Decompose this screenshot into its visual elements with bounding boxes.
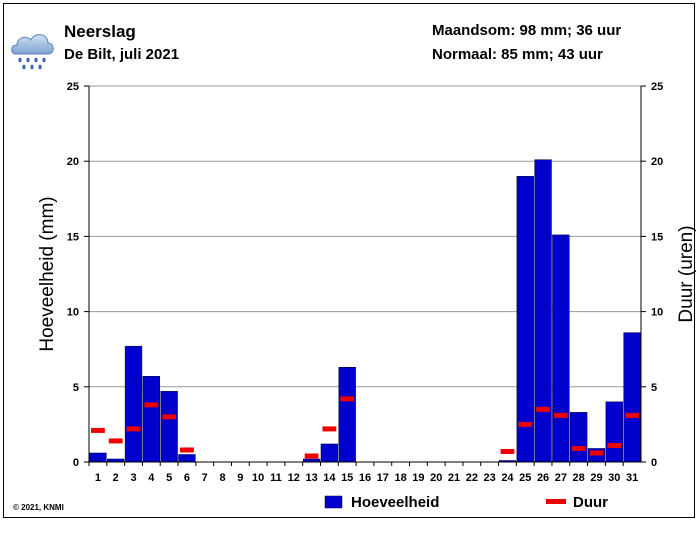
x-tick-label: 25 <box>519 472 531 484</box>
x-tick-label: 18 <box>394 472 406 484</box>
duration-marker <box>180 447 194 453</box>
legend-bar-swatch <box>324 495 343 509</box>
bar <box>552 234 570 463</box>
copyright-text: © 2021, KNMI <box>13 503 64 512</box>
chart-frame <box>3 3 695 518</box>
x-tick-label: 10 <box>252 472 264 484</box>
duration-marker <box>340 396 355 402</box>
chart-subtitle: De Bilt, juli 2021 <box>64 46 180 63</box>
duration-marker <box>536 406 550 412</box>
duration-marker <box>518 421 533 427</box>
x-tick-label: 22 <box>466 472 478 484</box>
legend-label-duur: Duur <box>573 494 608 511</box>
bar <box>178 454 196 463</box>
duration-marker <box>322 426 337 432</box>
x-tick-label: 24 <box>501 472 514 484</box>
bar <box>605 401 623 463</box>
x-tick-label: 4 <box>148 472 155 484</box>
x-tick-label: 21 <box>448 472 460 484</box>
x-tick-label: 8 <box>219 472 225 484</box>
bar <box>142 376 160 463</box>
x-tick-label: 11 <box>270 472 282 484</box>
y-tick-label: 10 <box>67 307 79 319</box>
chart-title: Neerslag <box>64 22 136 41</box>
x-tick-label: 3 <box>130 472 136 484</box>
x-tick-label: 13 <box>305 472 317 484</box>
duration-marker <box>625 412 639 418</box>
y2-axis-label: Duur (uren) <box>676 225 697 322</box>
x-tick-label: 17 <box>377 472 389 484</box>
bar <box>623 332 641 463</box>
bar <box>89 452 107 463</box>
x-tick-label: 27 <box>555 472 567 484</box>
x-tick-label: 31 <box>626 472 638 484</box>
x-tick-label: 14 <box>323 472 336 484</box>
duration-marker <box>589 450 604 456</box>
legend-label-hoeveelheid: Hoeveelheid <box>351 494 439 511</box>
x-tick-label: 15 <box>341 472 353 484</box>
x-tick-label: 5 <box>166 472 172 484</box>
x-tick-label: 16 <box>359 472 371 484</box>
duration-marker <box>162 414 177 420</box>
bar <box>516 175 534 463</box>
x-tick-label: 9 <box>237 472 243 484</box>
bar <box>338 366 356 463</box>
duration-marker <box>571 445 586 451</box>
y-tick-label: 5 <box>73 382 79 394</box>
x-tick-label: 23 <box>484 472 496 484</box>
y2-tick-label: 25 <box>651 81 663 93</box>
y2-tick-label: 20 <box>651 156 663 168</box>
month-sum-text: Maandsom: 98 mm; 36 uur <box>432 22 622 39</box>
y-tick-label: 0 <box>73 457 79 469</box>
y2-tick-label: 10 <box>651 307 663 319</box>
x-tick-label: 28 <box>573 472 585 484</box>
y2-tick-label: 15 <box>651 231 663 243</box>
y-tick-label: 20 <box>67 156 79 168</box>
duration-marker <box>108 438 123 444</box>
legend-duration-swatch <box>546 499 566 504</box>
y2-tick-label: 0 <box>651 457 657 469</box>
x-tick-label: 12 <box>288 472 300 484</box>
y-axis-label: Hoeveelheid (mm) <box>37 196 58 351</box>
x-tick-label: 19 <box>412 472 424 484</box>
x-tick-label: 30 <box>608 472 620 484</box>
duration-marker <box>126 426 141 432</box>
x-tick-label: 2 <box>113 472 119 484</box>
duration-marker <box>144 402 159 408</box>
rain-cloud-icon <box>8 24 58 79</box>
bar <box>320 443 339 463</box>
x-tick-label: 6 <box>184 472 190 484</box>
x-tick-label: 1 <box>95 472 101 484</box>
bar <box>124 345 143 463</box>
x-tick-label: 7 <box>202 472 208 484</box>
duration-marker <box>500 448 515 454</box>
x-tick-label: 20 <box>430 472 442 484</box>
duration-marker <box>91 427 105 433</box>
normal-text: Normaal: 85 mm; 43 uur <box>432 46 603 63</box>
y-tick-label: 25 <box>67 81 79 93</box>
duration-marker <box>607 442 622 448</box>
duration-marker <box>304 453 319 459</box>
x-tick-label: 29 <box>590 472 602 484</box>
bar <box>534 159 552 463</box>
x-tick-label: 26 <box>537 472 549 484</box>
bar <box>570 412 588 463</box>
y-tick-label: 15 <box>67 231 79 243</box>
bar <box>160 391 178 463</box>
duration-marker <box>553 412 568 418</box>
y2-tick-label: 5 <box>651 382 657 394</box>
